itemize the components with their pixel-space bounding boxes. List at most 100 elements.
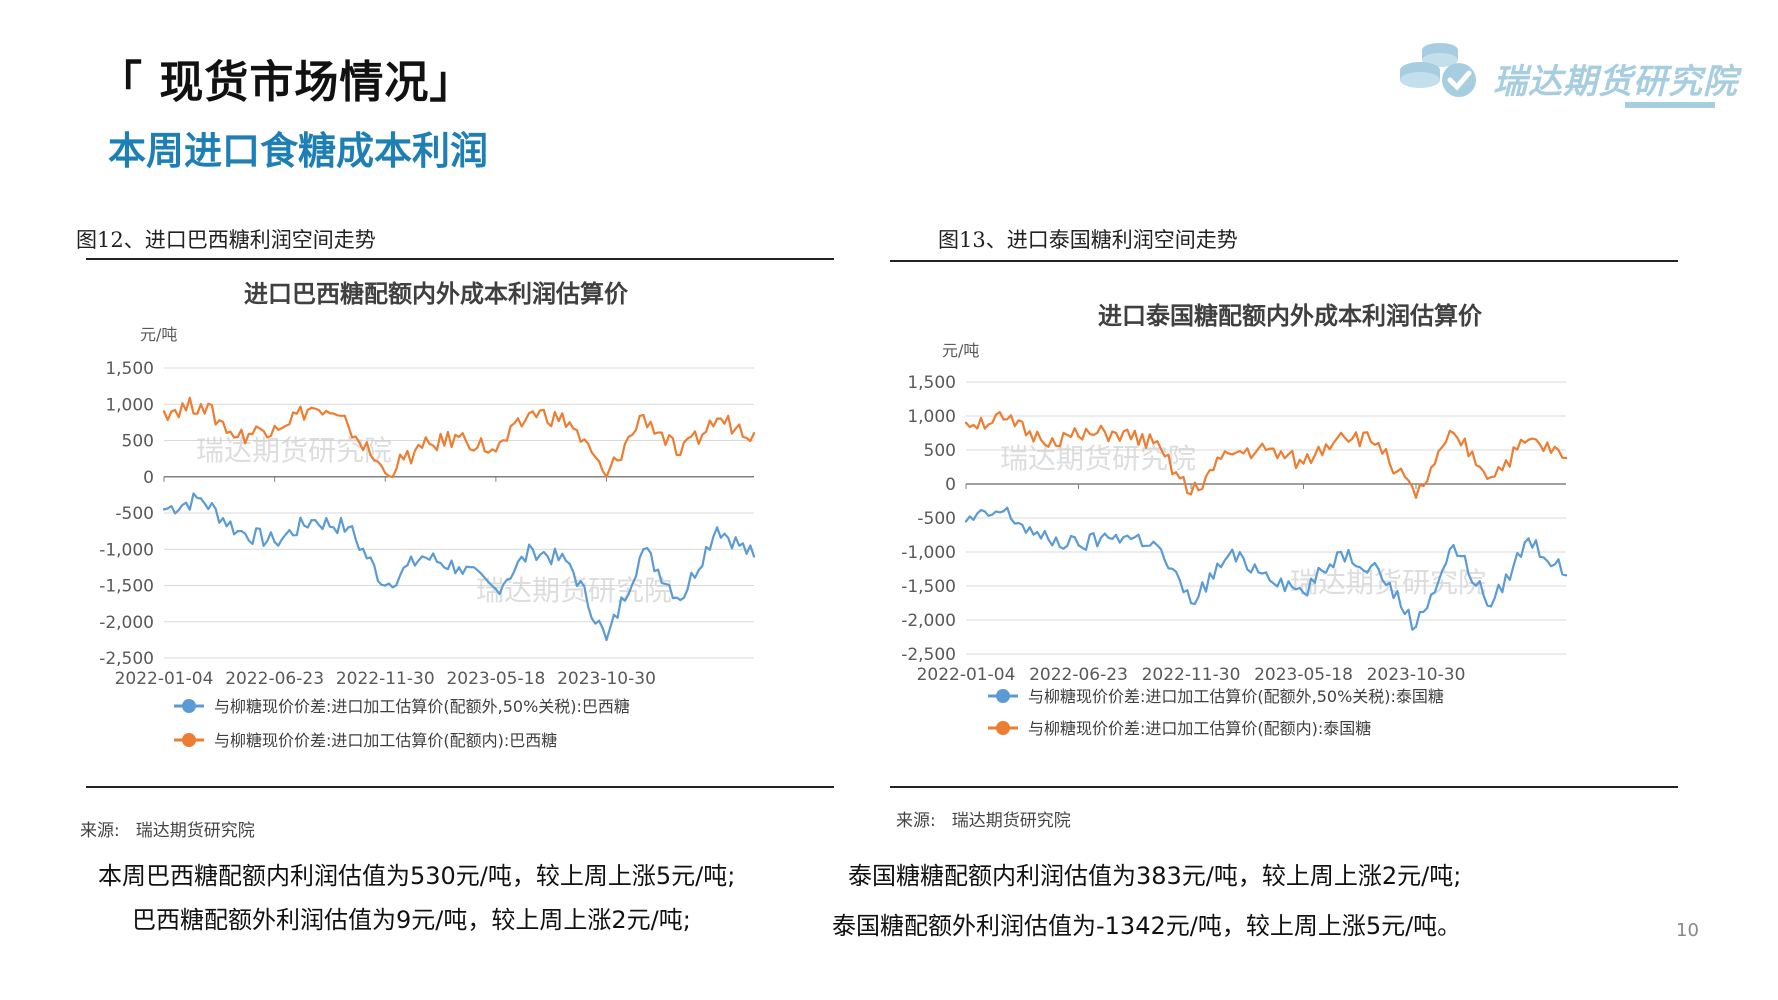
legend-label: 与柳糖现价价差:进口加工估算价(配额内):巴西糖 <box>214 731 557 750</box>
data-point <box>1039 438 1043 441</box>
coins-icon <box>1400 43 1476 97</box>
data-point <box>236 529 239 533</box>
figure-12-caption: 图12、进口巴西糖利润空间走势 <box>76 228 376 252</box>
data-point <box>679 598 682 602</box>
data-point <box>1302 462 1305 465</box>
data-point <box>310 519 313 522</box>
legend-marker <box>182 699 196 713</box>
data-point <box>1564 574 1568 577</box>
y-tick-label: -2,500 <box>99 649 154 669</box>
chart-thailand: 进口泰国糖配额内外成本利润估算价 元/吨 1,500 1,000 500 0 -500 -1,… <box>890 272 1678 772</box>
thai-summary-line-1: 泰国糖糖配额内利润估值为383元/吨，较上周上涨2元/吨; <box>848 862 1462 890</box>
y-tick-label: 1,500 <box>105 359 154 379</box>
data-point <box>1339 431 1343 435</box>
data-point <box>162 508 166 511</box>
data-point <box>531 548 534 551</box>
y-axis-unit: 元/吨 <box>140 325 177 344</box>
y-tick-label: 1,000 <box>907 407 956 427</box>
data-point <box>310 406 313 410</box>
data-point <box>1002 418 1005 421</box>
data-point <box>679 453 682 457</box>
data-point <box>1489 476 1493 479</box>
data-point <box>384 584 387 587</box>
data-point <box>1002 510 1005 513</box>
logo-text: 瑞达期货研究院 <box>1493 62 1738 102</box>
chart-title: 进口巴西糖配额内外成本利润估算价 <box>244 280 629 308</box>
data-point <box>1039 537 1043 540</box>
x-tick-label: 2023-10-30 <box>557 669 656 689</box>
watermark: 瑞达期货研究院 <box>1000 442 1196 475</box>
legend-label: 与柳糖现价价差:进口加工估算价(配额外,50%关税):泰国糖 <box>1028 687 1444 706</box>
data-point <box>1377 442 1380 445</box>
data-point <box>1302 591 1305 594</box>
y-tick-label: -1,000 <box>901 543 956 563</box>
data-point <box>964 520 968 523</box>
data-point <box>1414 625 1418 628</box>
watermark: 瑞达期货研究院 <box>1290 566 1486 599</box>
x-tick-label: 2023-05-18 <box>446 669 545 689</box>
figure-13-caption: 图13、进口泰国糖利润空间走势 <box>938 228 1238 252</box>
figure-12-bottom-rule <box>86 786 834 788</box>
data-point <box>1114 431 1118 435</box>
data-point <box>347 526 350 529</box>
legend-marker <box>996 689 1010 703</box>
figure-13-source: 来源: 瑞达期货研究院 <box>896 806 1071 831</box>
x-tick-label: 2023-10-30 <box>1367 665 1466 685</box>
y-tick-label: -2,000 <box>99 613 154 633</box>
thai-summary-line-2: 泰国糖配额外利润估值为-1342元/吨，较上周上涨5元/吨。 <box>832 912 1462 940</box>
data-point <box>1527 438 1530 441</box>
data-point <box>420 555 424 558</box>
data-point <box>752 555 756 558</box>
figure-13-bottom-rule <box>890 786 1678 788</box>
data-point <box>715 417 719 420</box>
data-point <box>605 638 608 642</box>
figure-12-source: 来源: 瑞达期货研究院 <box>80 816 255 841</box>
page-number: 10 <box>1676 920 1699 941</box>
y-tick-label: 1,500 <box>907 373 956 393</box>
legend-marker <box>996 721 1010 735</box>
data-point <box>568 562 571 565</box>
y-tick-label: -1,500 <box>99 577 154 597</box>
data-point <box>494 450 498 453</box>
y-tick-label: -500 <box>115 504 154 524</box>
source-value: 瑞达期货研究院 <box>951 811 1071 831</box>
data-point <box>162 410 166 413</box>
source-value: 瑞达期货研究院 <box>135 821 255 841</box>
data-point <box>1527 537 1530 540</box>
data-point <box>1264 571 1268 574</box>
watermark: 瑞达期货研究院 <box>196 434 392 467</box>
data-point <box>420 446 424 449</box>
y-tick-label: 500 <box>122 432 154 452</box>
data-point <box>494 587 498 591</box>
data-point <box>1152 442 1155 445</box>
data-point <box>1377 567 1380 571</box>
data-point <box>199 497 203 500</box>
y-tick-label: -1,000 <box>99 540 154 560</box>
data-point <box>273 424 276 428</box>
x-tick-label: 2022-11-30 <box>1142 665 1241 685</box>
y-tick-label: -2,000 <box>901 611 956 631</box>
y-tick-label: 1,000 <box>105 395 154 415</box>
x-tick-label: 2022-06-23 <box>225 669 324 689</box>
company-logo: 瑞达期货研究院 <box>1395 36 1737 112</box>
y-tick-label: 500 <box>924 441 956 461</box>
legend-marker <box>182 733 196 747</box>
data-point <box>199 403 203 406</box>
brazil-summary-line-2: 巴西糖配额外利润估值为9元/吨，较上周上涨2元/吨; <box>132 906 691 934</box>
x-tick-label: 2022-06-23 <box>1029 665 1128 685</box>
data-point <box>1564 456 1568 460</box>
data-point <box>568 421 571 424</box>
data-point <box>347 424 350 428</box>
brazil-summary-line-1: 本周巴西糖配额内利润估值为530元/吨，较上周上涨5元/吨; <box>98 862 736 890</box>
data-point <box>1114 533 1118 537</box>
data-point <box>642 548 645 551</box>
x-tick-label: 2022-11-30 <box>336 669 435 689</box>
y-tick-label: -500 <box>917 509 956 529</box>
sub-title: 本周进口食糖成本利润 <box>108 129 489 173</box>
x-tick-label: 2023-05-18 <box>1254 665 1353 685</box>
chart-title: 进口泰国糖配额内外成本利润估算价 <box>1098 302 1483 330</box>
data-point <box>752 432 756 435</box>
legend-label: 与柳糖现价价差:进口加工估算价(配额外,50%关税):巴西糖 <box>214 697 630 716</box>
data-point <box>1077 544 1080 547</box>
data-point <box>1452 431 1455 435</box>
